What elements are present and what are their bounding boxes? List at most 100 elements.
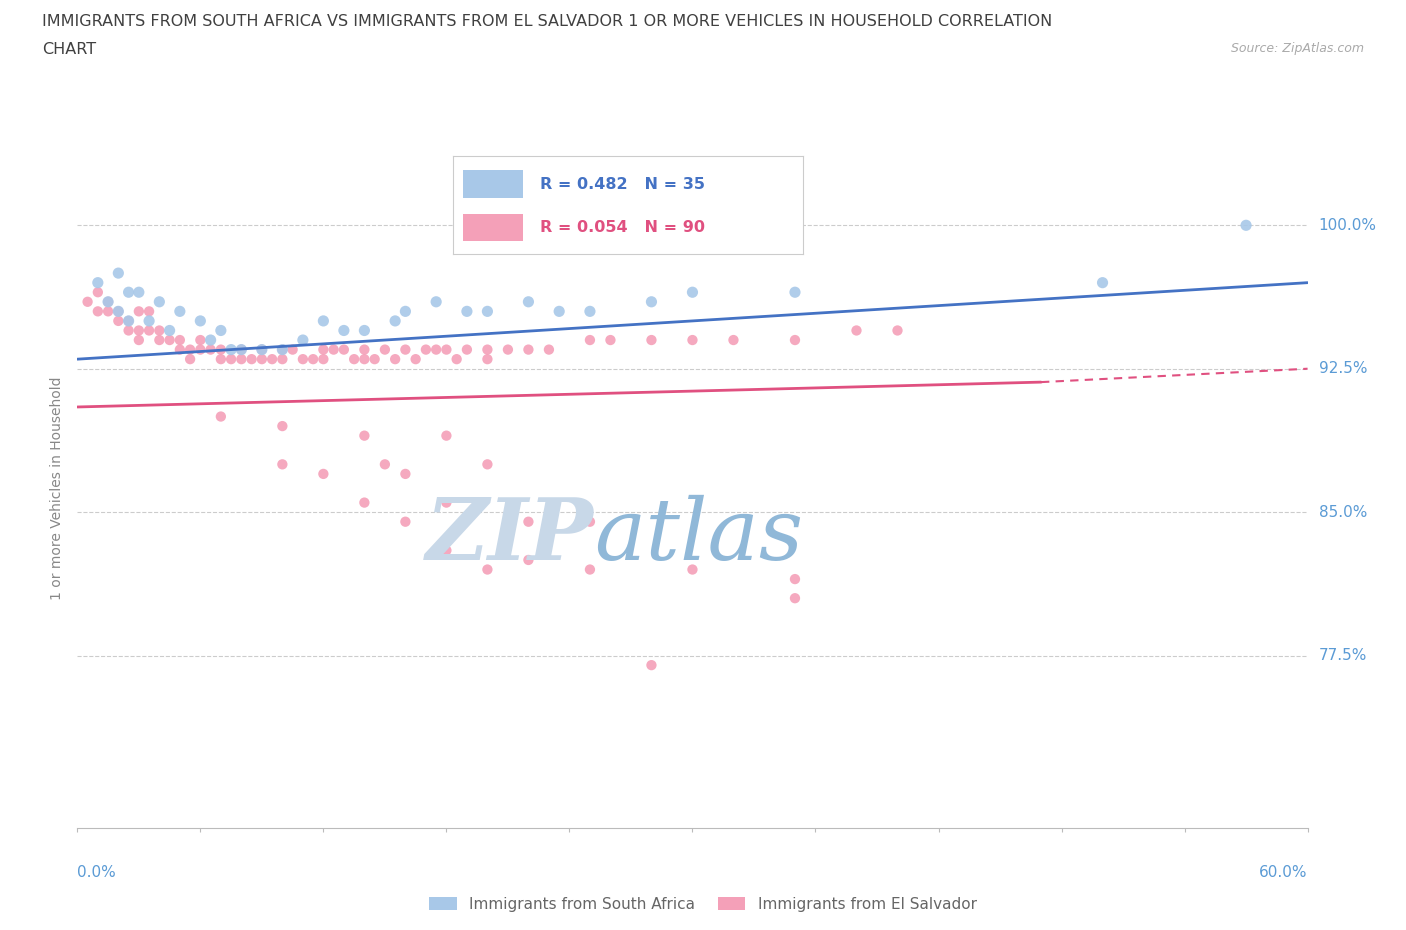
Point	[384, 313, 406, 328]
Point	[107, 304, 129, 319]
Point	[209, 352, 232, 366]
Point	[200, 333, 222, 348]
Point	[169, 304, 191, 319]
Point	[312, 467, 335, 482]
Point	[209, 342, 232, 357]
Point	[138, 313, 160, 328]
Text: CHART: CHART	[42, 42, 96, 57]
Point	[128, 333, 150, 348]
Point	[353, 495, 375, 510]
Point	[231, 342, 253, 357]
Point	[148, 295, 170, 310]
Point	[97, 295, 120, 310]
Point	[394, 514, 416, 529]
Point	[312, 352, 335, 366]
Point	[456, 342, 478, 357]
Point	[219, 352, 242, 366]
Point	[436, 495, 458, 510]
Point	[333, 342, 356, 357]
Text: 0.0%: 0.0%	[77, 865, 117, 880]
Text: ZIP: ZIP	[426, 494, 595, 578]
Point	[783, 572, 806, 587]
Point	[188, 313, 212, 328]
Point	[353, 323, 375, 338]
Point	[302, 352, 325, 366]
Point	[1234, 218, 1257, 232]
Point	[231, 352, 253, 366]
Point	[271, 418, 294, 433]
Point	[250, 342, 273, 357]
Point	[682, 333, 704, 348]
Point	[1091, 275, 1114, 290]
Point	[477, 457, 499, 472]
Point	[117, 323, 139, 338]
Point	[682, 285, 704, 299]
Point	[353, 428, 375, 443]
Point	[579, 333, 602, 348]
Point	[384, 352, 406, 366]
Point	[517, 342, 540, 357]
Point	[262, 352, 284, 366]
Point	[446, 352, 468, 366]
Point	[343, 352, 366, 366]
Point	[394, 467, 416, 482]
Point	[682, 562, 704, 577]
Point	[425, 295, 447, 310]
Point	[188, 333, 212, 348]
Point	[723, 333, 745, 348]
Point	[209, 409, 232, 424]
Point	[219, 342, 242, 357]
Point	[271, 342, 294, 357]
Point	[517, 552, 540, 567]
Point	[394, 304, 416, 319]
Point	[886, 323, 908, 338]
Point	[250, 352, 273, 366]
Point	[353, 342, 375, 357]
Point	[405, 352, 427, 366]
Point	[128, 323, 150, 338]
Point	[231, 342, 253, 357]
Point	[159, 333, 181, 348]
Point	[179, 352, 201, 366]
Point	[271, 352, 294, 366]
Point	[159, 323, 181, 338]
Text: 60.0%: 60.0%	[1260, 865, 1308, 880]
Point	[169, 333, 191, 348]
Point	[107, 313, 129, 328]
Point	[322, 342, 344, 357]
Point	[128, 285, 150, 299]
Point	[537, 342, 560, 357]
Point	[477, 352, 499, 366]
Point	[477, 342, 499, 357]
Point	[456, 304, 478, 319]
Point	[783, 591, 806, 605]
Point	[333, 323, 356, 338]
Text: IMMIGRANTS FROM SOUTH AFRICA VS IMMIGRANTS FROM EL SALVADOR 1 OR MORE VEHICLES I: IMMIGRANTS FROM SOUTH AFRICA VS IMMIGRAN…	[42, 14, 1053, 29]
Text: 85.0%: 85.0%	[1319, 505, 1367, 520]
Point	[436, 428, 458, 443]
Point	[271, 342, 294, 357]
Point	[179, 342, 201, 357]
Point	[281, 342, 304, 357]
Point	[374, 342, 396, 357]
Point	[394, 342, 416, 357]
Point	[87, 285, 110, 299]
Text: Source: ZipAtlas.com: Source: ZipAtlas.com	[1230, 42, 1364, 55]
Point	[517, 295, 540, 310]
Point	[599, 333, 621, 348]
Point	[783, 285, 806, 299]
Point	[138, 323, 160, 338]
Y-axis label: 1 or more Vehicles in Household: 1 or more Vehicles in Household	[51, 377, 65, 600]
Point	[425, 342, 447, 357]
Point	[148, 333, 170, 348]
Point	[579, 562, 602, 577]
Point	[107, 266, 129, 281]
Point	[496, 342, 519, 357]
Point	[128, 304, 150, 319]
Point	[353, 352, 375, 366]
Point	[477, 304, 499, 319]
Point	[117, 285, 139, 299]
Point	[97, 295, 120, 310]
Point	[415, 342, 437, 357]
Point	[117, 313, 139, 328]
